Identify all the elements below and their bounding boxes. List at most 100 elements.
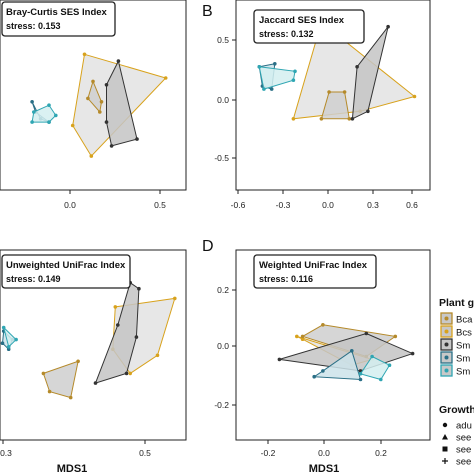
legend-plant-items: Bca Bcs Sm Sm Sm <box>440 312 473 378</box>
legend-label: adu <box>456 421 472 432</box>
index-title: Weighted UniFrac Index <box>259 260 368 271</box>
plot-frame <box>0 0 187 191</box>
plot-frame <box>0 249 187 441</box>
sample-point <box>277 357 282 362</box>
sample-point <box>412 94 417 99</box>
x-tick-label: -0.6 <box>231 200 246 210</box>
y-tick-label: 0.5 <box>217 35 229 45</box>
y-tick-label: 0.0 <box>217 341 229 351</box>
plot-frame <box>235 0 431 191</box>
index-label-box <box>1 254 131 289</box>
legend-label: Sm <box>456 367 470 378</box>
sample-point <box>350 349 354 353</box>
sample-point <box>295 334 299 339</box>
sample-point <box>366 109 370 114</box>
legend-swatch-dot <box>444 329 449 334</box>
sample-point <box>291 117 296 121</box>
sample-point <box>47 120 51 124</box>
sample-point <box>68 395 73 400</box>
hull-layer <box>277 323 415 382</box>
sample-point <box>137 286 141 291</box>
index-title: Unweighted UniFrac Index <box>6 260 126 271</box>
plot-frame <box>235 249 431 441</box>
x-tick-label: 0.6 <box>406 200 418 210</box>
x-ticks: -0.2 0.0 0.2 <box>261 440 387 458</box>
sample-point <box>163 76 168 80</box>
sample-point <box>116 59 121 63</box>
hull-sm_c <box>2 325 17 348</box>
x-tick-label: 0.0 <box>318 448 330 458</box>
legend-marker-dot <box>442 422 448 428</box>
legend-swatch-dot <box>444 316 449 321</box>
stress-value: stress: 0.153 <box>6 21 61 31</box>
legend-swatch-dot <box>444 368 449 373</box>
sample-point <box>76 359 80 364</box>
sample-point <box>364 331 369 336</box>
sample-point <box>47 103 51 107</box>
x-tick-label: -0.3 <box>276 200 291 210</box>
sample-point <box>104 120 109 124</box>
legend-marker-plus <box>442 458 448 464</box>
panel-unweighted-unifrac: Unweighted UniFrac Index stress: 0.149 0… <box>0 249 187 474</box>
x-tick-label: -0.2 <box>261 448 276 458</box>
sample-point <box>300 334 305 339</box>
panel-weighted-unifrac: D Weighted UniFrac Index stress: 0.116 0… <box>202 238 431 474</box>
sample-point <box>41 371 46 376</box>
sample-point <box>262 87 266 91</box>
y-tick-label: -0.2 <box>214 400 229 410</box>
legend-swatch-dot <box>444 355 449 360</box>
sample-point <box>273 62 277 66</box>
sample-point <box>116 323 120 327</box>
sample-point <box>0 341 5 346</box>
sample-point <box>293 69 297 74</box>
sample-point <box>386 24 390 29</box>
x-tick-label: 0.2 <box>375 448 387 458</box>
sample-point <box>321 369 325 373</box>
sample-point <box>109 144 114 148</box>
hull-sm_c <box>31 104 57 123</box>
x-ticks: -0.6 -0.3 0.0 0.3 0.6 <box>231 190 418 210</box>
panel-jaccard: B Jaccard SES Index stress: 0.132 0.5 0.… <box>202 0 431 210</box>
index-title: Bray-Curtis SES Index <box>6 7 108 18</box>
sample-point <box>347 117 352 121</box>
x-tick-label: 0.5 <box>154 200 166 210</box>
x-tick-label: 0.3 <box>367 200 379 210</box>
panel-letter: D <box>202 238 214 255</box>
legend-title-growth: Growth <box>439 404 474 416</box>
sample-point <box>124 371 129 376</box>
hull-layer <box>30 52 168 158</box>
stress-value: stress: 0.149 <box>6 274 61 284</box>
hull-layer <box>257 20 417 121</box>
x-tick-label: 0.0 <box>322 200 334 210</box>
sample-point <box>155 353 160 358</box>
sample-point <box>387 363 392 368</box>
y-tick-label: -0.5 <box>214 153 229 163</box>
sample-point <box>86 96 90 101</box>
legend-label: Sm <box>456 354 470 365</box>
legend-marker-triangle <box>442 434 448 440</box>
hull-sm_c <box>258 66 296 90</box>
index-label-box <box>253 254 377 289</box>
sample-point <box>321 323 325 327</box>
sample-point <box>30 120 34 124</box>
sample-point <box>257 65 262 69</box>
sample-point <box>410 351 415 356</box>
sample-point <box>14 337 18 342</box>
legend-label: Bca <box>456 315 473 326</box>
sample-point <box>30 100 34 104</box>
sample-point <box>104 83 109 87</box>
sample-point <box>134 335 139 339</box>
sample-point <box>128 371 132 376</box>
sample-point <box>1 325 6 330</box>
index-title: Jaccard SES Index <box>259 15 345 26</box>
sample-point <box>355 65 359 69</box>
sample-point <box>98 110 102 114</box>
sample-point <box>91 79 95 84</box>
legend-label: Bcs <box>456 328 472 339</box>
legend-title-plant: Plant g <box>439 297 474 309</box>
stress-value: stress: 0.116 <box>259 274 313 284</box>
x-tick-label: 0.5 <box>139 448 151 458</box>
